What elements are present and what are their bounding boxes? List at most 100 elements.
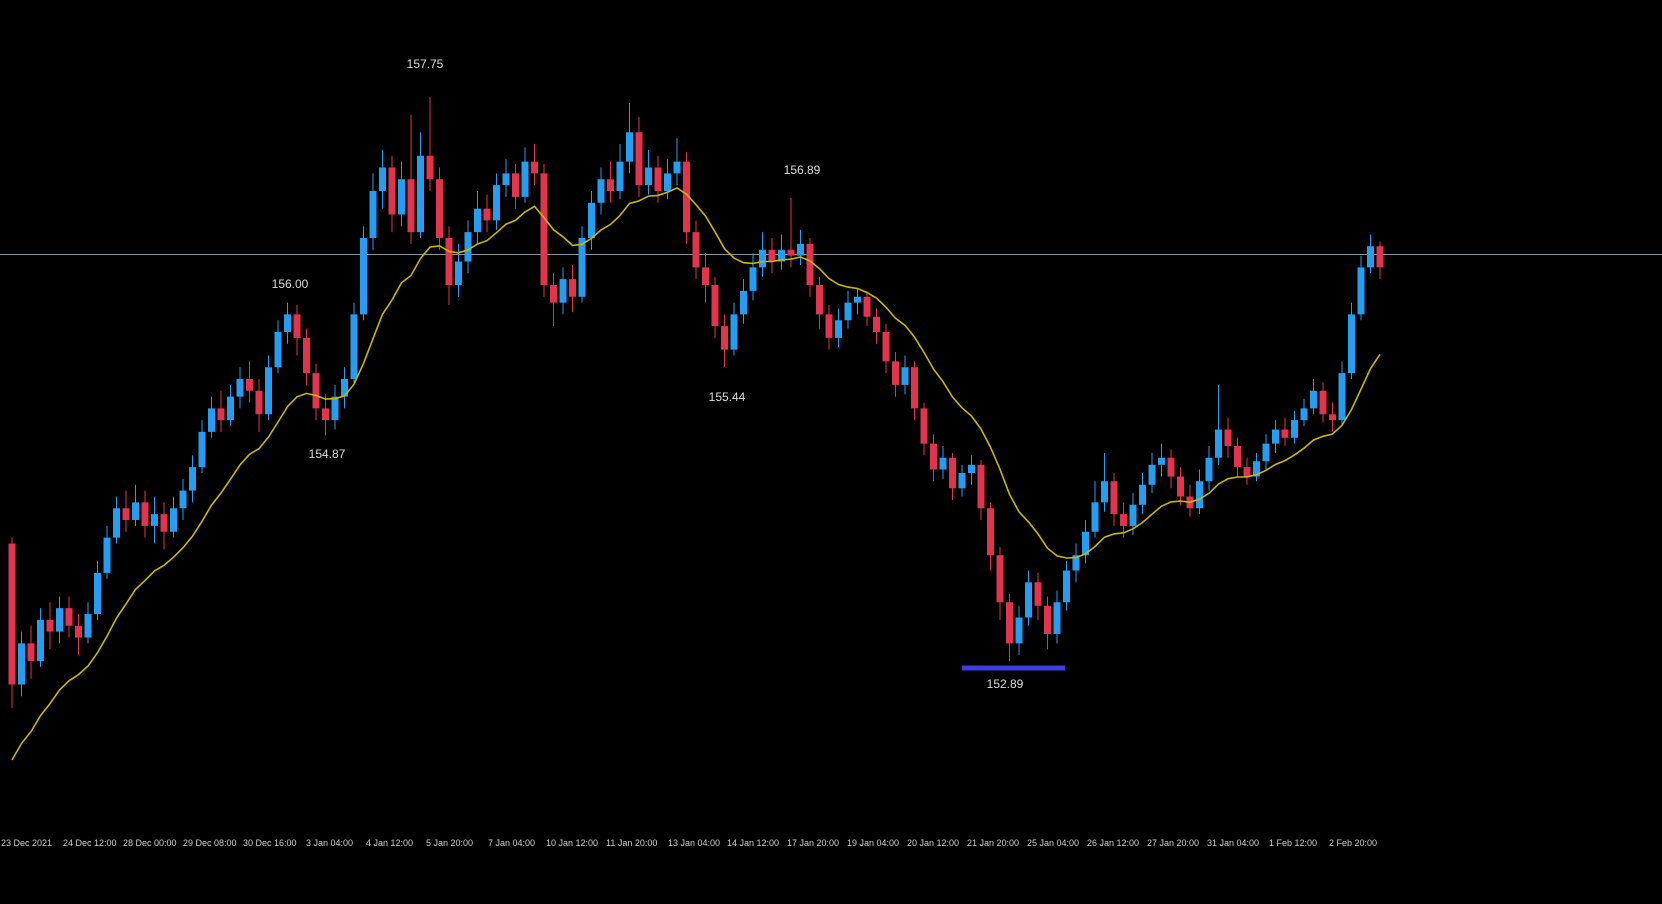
candle-body [350, 314, 358, 379]
candle-body [1224, 429, 1232, 446]
candle-body [170, 508, 177, 532]
candle-body [977, 464, 985, 509]
candle-body [1091, 502, 1099, 532]
candle-body [474, 208, 481, 233]
x-axis-label: 2 Feb 20:00 [1329, 838, 1378, 848]
candle-body [303, 337, 310, 374]
x-axis-label: 24 Dec 12:00 [63, 838, 117, 848]
candle-body [160, 514, 168, 532]
candle-body [892, 361, 899, 385]
candle-body [854, 296, 861, 303]
candle-body [1329, 414, 1336, 421]
candle-body [436, 179, 443, 238]
candle-body [702, 267, 709, 285]
candle-body [236, 379, 244, 397]
candle-body [445, 238, 453, 285]
candle-body [768, 249, 776, 262]
candle-body [692, 232, 700, 268]
candle-body [1243, 467, 1251, 477]
candle-body [322, 408, 329, 421]
candle-body [417, 155, 424, 233]
x-axis-label: 25 Jan 04:00 [1027, 838, 1080, 848]
candle-body [920, 408, 928, 444]
candle-body [1234, 445, 1241, 468]
candle-body [939, 457, 947, 470]
candle-body [1148, 464, 1156, 485]
candle-body [607, 179, 614, 191]
candle-body [369, 191, 377, 238]
x-axis-label: 27 Jan 20:00 [1147, 838, 1200, 848]
candle-body [246, 379, 253, 391]
candle-body [27, 643, 35, 661]
candle-body [673, 161, 681, 174]
candle-body [1177, 476, 1184, 497]
candle-body [56, 608, 63, 632]
candle-body [1291, 420, 1298, 438]
candle-body [635, 132, 643, 186]
candle-body [711, 285, 719, 327]
candle-body [8, 543, 16, 685]
candle-body [360, 238, 367, 315]
candle-body [550, 285, 557, 303]
candle-body [721, 326, 728, 350]
candle-body [407, 179, 415, 233]
candle-body [341, 379, 348, 397]
candle-body [521, 161, 529, 197]
candle-body [1253, 461, 1260, 477]
candle-body [331, 396, 339, 421]
candle-body [493, 185, 500, 221]
candle-body [835, 320, 842, 338]
candle-body [426, 155, 434, 180]
candle-body [1215, 429, 1222, 458]
candle-body [1272, 429, 1279, 444]
candle-body [502, 173, 510, 186]
x-axis-label: 23 Dec 2021 [1, 838, 53, 848]
candle-body [626, 132, 633, 162]
candle-body [483, 208, 491, 221]
candle-body [1015, 617, 1023, 644]
candle-body [797, 243, 804, 256]
candle-body [1367, 246, 1374, 268]
x-axis-label: 30 Dec 16:00 [243, 838, 297, 848]
candle-body [987, 508, 994, 556]
candle-body [531, 161, 538, 174]
candle-body [759, 249, 766, 268]
candle-body [103, 537, 111, 573]
candle-body [65, 608, 73, 626]
candle-body [683, 161, 690, 233]
candle-body [217, 408, 225, 421]
candle-body [901, 367, 909, 385]
x-axis-label: 1 Feb 12:00 [1269, 838, 1318, 848]
x-axis-label: 7 Jan 04:00 [488, 838, 536, 848]
candle-body [664, 173, 671, 191]
candle-body [122, 508, 130, 520]
candle-body [46, 619, 54, 632]
candle-body [1196, 481, 1203, 509]
x-axis-label: 29 Dec 08:00 [183, 838, 237, 848]
candle-body [141, 502, 149, 526]
candle-body [18, 643, 25, 685]
candle-body [778, 249, 785, 262]
candle-body [1300, 408, 1308, 421]
candle-body [645, 167, 652, 186]
candle-body [388, 167, 396, 215]
candle-body [1063, 570, 1070, 603]
candle-body [512, 173, 519, 197]
candle-body [255, 390, 263, 415]
candle-body [265, 367, 272, 415]
candle-body [1034, 582, 1042, 606]
candle-body [113, 508, 120, 538]
moving-average-line [11, 186, 1381, 761]
candle-body [1072, 555, 1080, 571]
candle-body [1082, 531, 1089, 556]
candle-body [588, 202, 595, 238]
candle-body [274, 332, 282, 368]
candle-body [151, 514, 158, 526]
candle-body [84, 614, 92, 638]
candle-body [559, 279, 567, 303]
candle-body [1262, 443, 1270, 462]
candle-body [198, 431, 206, 468]
candle-body [816, 285, 823, 315]
